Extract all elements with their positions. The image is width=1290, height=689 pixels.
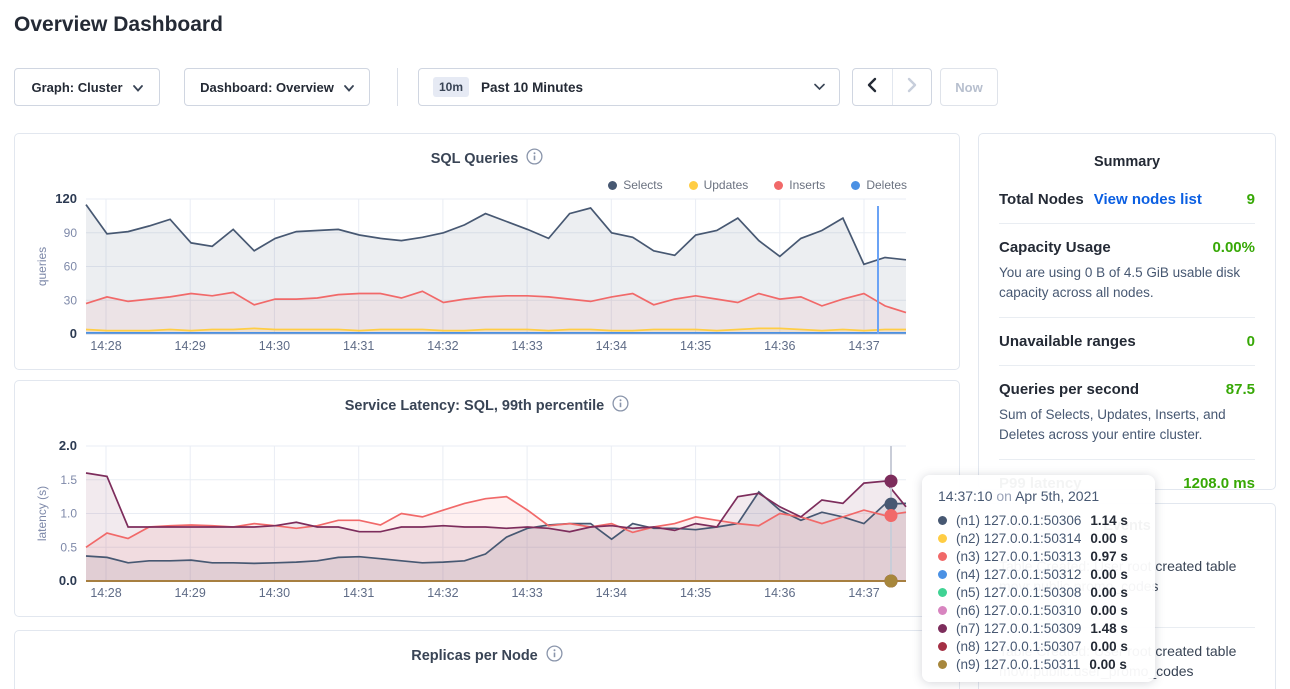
tooltip-rows: (n1) 127.0.0.1:503061.14 s(n2) 127.0.0.1…: [938, 511, 1141, 673]
replicas-per-node-chart-card: Replicas per Node: [14, 630, 960, 689]
time-nav-group: [852, 68, 932, 106]
chart-title-replicas-per-node: Replicas per Node: [15, 645, 959, 666]
svg-text:60: 60: [64, 260, 78, 274]
dashboard-dropdown[interactable]: Dashboard: Overview: [184, 68, 370, 106]
tooltip-header: 14:37:10 on Apr 5th, 2021: [938, 488, 1141, 504]
info-icon[interactable]: [546, 645, 563, 666]
svg-text:14:34: 14:34: [596, 586, 627, 600]
svg-text:14:35: 14:35: [680, 586, 711, 600]
svg-text:latency (s): latency (s): [35, 486, 49, 541]
svg-text:14:28: 14:28: [90, 586, 121, 600]
series-dot-icon: [938, 552, 947, 561]
svg-text:14:33: 14:33: [511, 339, 542, 353]
svg-text:90: 90: [64, 226, 78, 240]
svg-text:14:28: 14:28: [90, 339, 121, 353]
summary-card: Summary Total Nodes View nodes list 9 Ca…: [978, 133, 1276, 490]
next-time-button[interactable]: [892, 69, 931, 105]
svg-text:queries: queries: [35, 247, 49, 286]
p99-latency-value: 1208.0 ms: [1183, 475, 1255, 492]
unavailable-ranges-value: 0: [1247, 333, 1255, 350]
svg-text:1.5: 1.5: [60, 473, 77, 487]
series-dot-icon: [938, 624, 947, 633]
qps-value: 87.5: [1226, 381, 1255, 398]
svg-text:14:36: 14:36: [764, 586, 795, 600]
summary-row-capacity-usage: Capacity Usage 0.00% You are using 0 B o…: [999, 223, 1255, 317]
svg-text:120: 120: [55, 191, 77, 206]
graph-dropdown[interactable]: Graph: Cluster: [14, 68, 160, 106]
svg-text:14:35: 14:35: [680, 339, 711, 353]
svg-text:14:37: 14:37: [848, 339, 879, 353]
svg-text:14:33: 14:33: [511, 586, 542, 600]
page-title: Overview Dashboard: [14, 13, 223, 37]
controls-divider: [397, 68, 398, 106]
series-dot-icon: [938, 534, 947, 543]
svg-text:14:32: 14:32: [427, 586, 458, 600]
svg-text:0.0: 0.0: [59, 573, 77, 588]
chevron-down-icon: [344, 80, 354, 95]
overview-dashboard-page: Overview Dashboard Graph: Cluster Dashbo…: [0, 0, 1290, 689]
summary-row-unavailable-ranges: Unavailable ranges 0: [999, 317, 1255, 365]
tooltip-row: (n2) 127.0.0.1:503140.00 s: [938, 529, 1141, 547]
now-button[interactable]: Now: [940, 68, 998, 106]
time-range-selector[interactable]: 10m Past 10 Minutes: [418, 68, 840, 106]
total-nodes-value: 9: [1247, 191, 1255, 208]
chevron-left-icon: [867, 77, 877, 98]
tooltip-row: (n8) 127.0.0.1:503070.00 s: [938, 637, 1141, 655]
svg-text:14:31: 14:31: [343, 339, 374, 353]
summary-row-queries-per-second: Queries per second 87.5 Sum of Selects, …: [999, 365, 1255, 459]
series-dot-icon: [938, 642, 947, 651]
latency-hover-tooltip: 14:37:10 on Apr 5th, 2021 (n1) 127.0.0.1…: [922, 475, 1155, 682]
svg-text:14:37: 14:37: [848, 586, 879, 600]
svg-text:1.0: 1.0: [60, 507, 77, 521]
summary-title: Summary: [979, 134, 1275, 170]
summary-row-total-nodes: Total Nodes View nodes list 9: [999, 176, 1255, 223]
svg-text:14:30: 14:30: [259, 339, 290, 353]
chevron-down-icon: [133, 80, 143, 95]
tooltip-row: (n1) 127.0.0.1:503061.14 s: [938, 511, 1141, 529]
chevron-right-icon: [907, 77, 917, 98]
svg-text:0.5: 0.5: [60, 540, 77, 554]
view-nodes-list-link[interactable]: View nodes list: [1094, 191, 1202, 208]
svg-text:14:31: 14:31: [343, 586, 374, 600]
tooltip-row: (n4) 127.0.0.1:503120.00 s: [938, 565, 1141, 583]
svg-text:2.0: 2.0: [59, 438, 77, 453]
capacity-usage-value: 0.00%: [1212, 239, 1255, 256]
tooltip-row: (n5) 127.0.0.1:503080.00 s: [938, 583, 1141, 601]
tooltip-row: (n9) 127.0.0.1:503110.00 s: [938, 655, 1141, 673]
tooltip-row: (n6) 127.0.0.1:503100.00 s: [938, 601, 1141, 619]
service-latency-chart-card: Service Latency: SQL, 99th percentile 14…: [14, 380, 960, 617]
series-dot-icon: [938, 588, 947, 597]
summary-body: Total Nodes View nodes list 9 Capacity U…: [979, 170, 1275, 507]
svg-text:30: 30: [64, 293, 78, 307]
series-dot-icon: [938, 660, 947, 669]
chevron-down-icon: [814, 78, 825, 96]
svg-text:0: 0: [70, 326, 77, 341]
svg-text:14:36: 14:36: [764, 339, 795, 353]
series-dot-icon: [938, 570, 947, 579]
svg-text:14:34: 14:34: [596, 339, 627, 353]
series-dot-icon: [938, 516, 947, 525]
svg-text:14:30: 14:30: [259, 586, 290, 600]
series-dot-icon: [938, 606, 947, 615]
service-latency-plot[interactable]: 14:28 14:29 14:30 14:31 14:32 14:33 14:34 14:35…: [15, 381, 959, 616]
graph-dropdown-label: Graph: Cluster: [31, 80, 122, 95]
sql-queries-chart-card: SQL Queries Selects Updates Inserts Dele…: [14, 133, 960, 370]
tooltip-row: (n3) 127.0.0.1:503130.97 s: [938, 547, 1141, 565]
tooltip-row: (n7) 127.0.0.1:503091.48 s: [938, 619, 1141, 637]
svg-text:14:29: 14:29: [175, 586, 206, 600]
time-range-label: Past 10 Minutes: [481, 80, 583, 95]
prev-time-button[interactable]: [853, 69, 892, 105]
svg-text:14:29: 14:29: [175, 339, 206, 353]
time-range-badge: 10m: [433, 77, 469, 97]
sql-queries-plot[interactable]: 14:28 14:29 14:30 14:31 14:32 14:33 14:34 14:35…: [15, 134, 959, 369]
dashboard-dropdown-label: Dashboard: Overview: [200, 80, 334, 95]
svg-text:14:32: 14:32: [427, 339, 458, 353]
